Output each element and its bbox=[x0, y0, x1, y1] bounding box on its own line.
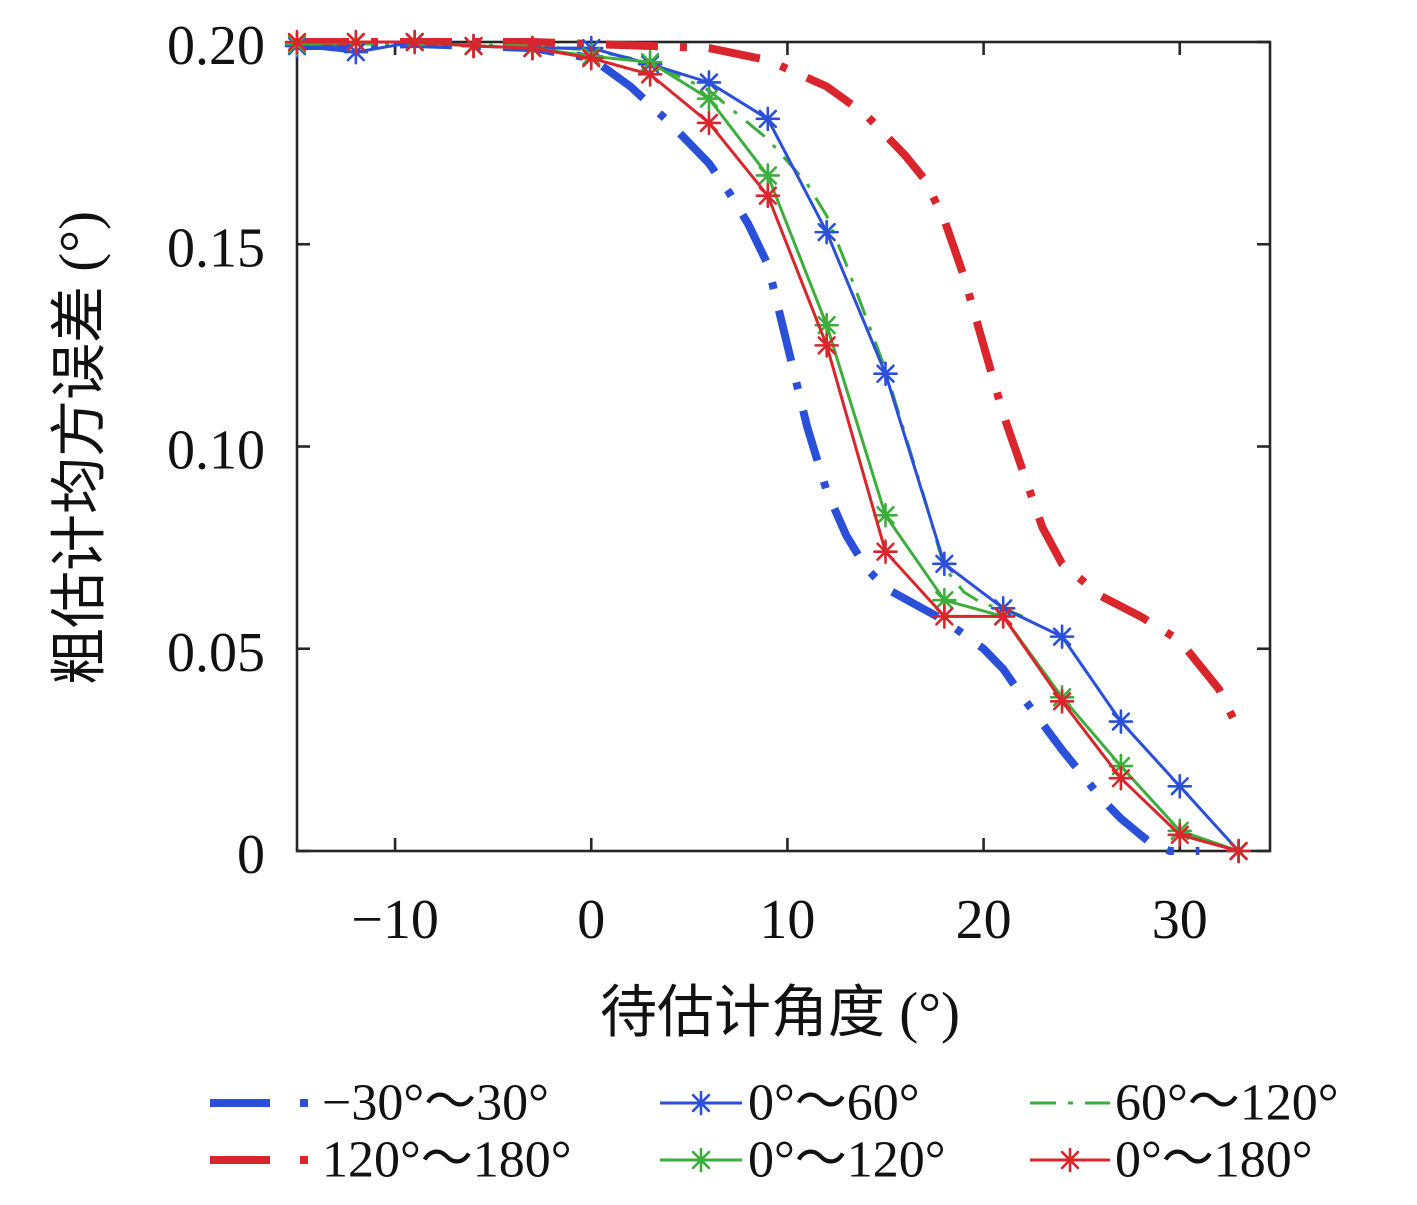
x-axis-label: 待估计角度 (°) bbox=[600, 982, 960, 1045]
series-0-to-180-marker bbox=[1226, 838, 1251, 864]
x-tick-label: 20 bbox=[956, 889, 1012, 951]
legend-label: 0°～180° bbox=[1115, 1132, 1313, 1189]
series-60-to-120-line bbox=[297, 42, 1024, 618]
legend-item-0-to-120: 0°～120° bbox=[660, 1132, 946, 1189]
plot-frame bbox=[295, 40, 1272, 853]
series-0-to-180-marker bbox=[578, 45, 604, 71]
axis-ticks: −10 0 10 20 30 0 0.05 0.10 0.15 0.20 bbox=[167, 15, 1270, 951]
plot-series bbox=[284, 29, 1251, 864]
x-tick-label: 0 bbox=[577, 889, 605, 951]
series-0-to-60-marker bbox=[1167, 773, 1193, 799]
y-axis-label: 粗估计均方误差 (°) bbox=[49, 211, 112, 685]
y-tick-label: 0.20 bbox=[167, 15, 265, 77]
series-60-to-120 bbox=[297, 42, 1024, 618]
x-tick-label: 30 bbox=[1152, 889, 1208, 951]
series-0-to-180-marker bbox=[284, 29, 310, 55]
series-0-to-180-marker bbox=[637, 62, 663, 87]
series-neg30-to-30-line bbox=[297, 40, 1200, 855]
series-0-to-180-marker bbox=[932, 604, 957, 629]
series-0-to-120-marker bbox=[755, 163, 781, 188]
series-0-to-60-marker bbox=[873, 361, 898, 386]
series-0-to-180-marker bbox=[814, 333, 839, 358]
legend-label: 120°～180° bbox=[322, 1132, 572, 1189]
series-0-to-180-marker bbox=[520, 35, 545, 61]
series-0-to-120-marker bbox=[696, 86, 722, 111]
legend-swatch-marker bbox=[1057, 1147, 1083, 1173]
series-0-to-180-marker bbox=[343, 29, 369, 55]
legend-label: 60°～120° bbox=[1115, 1075, 1339, 1132]
series-0-to-180-marker bbox=[755, 183, 781, 209]
series-0-to-120-marker bbox=[814, 312, 839, 338]
series-120-to-180 bbox=[297, 38, 1243, 732]
series-0-to-60-marker bbox=[932, 551, 957, 577]
x-tick-label: −10 bbox=[351, 889, 439, 951]
series-0-to-60-marker bbox=[1049, 624, 1075, 649]
legend-item-60-to-120: 60°～120° bbox=[1030, 1075, 1339, 1132]
y-tick-label: 0 bbox=[237, 824, 265, 886]
series-120-to-180-line bbox=[297, 38, 1243, 732]
legend-item-0-to-180: 0°～180° bbox=[1030, 1132, 1313, 1189]
y-tick-label: 0.10 bbox=[167, 420, 265, 482]
series-0-to-120-marker bbox=[873, 502, 898, 528]
series-0-to-180-marker bbox=[1167, 822, 1193, 848]
series-0-to-180-marker bbox=[873, 539, 898, 564]
series-0-to-180-marker bbox=[990, 604, 1016, 629]
legend-swatch-marker bbox=[688, 1147, 714, 1173]
series-0-to-60-marker bbox=[696, 70, 722, 95]
series-0-to-180-marker bbox=[1108, 765, 1134, 791]
series-0-to-180 bbox=[284, 29, 1251, 864]
series-0-to-180-marker bbox=[696, 110, 722, 136]
y-tick-label: 0.15 bbox=[167, 217, 265, 279]
series-0-to-180-marker bbox=[1049, 689, 1075, 714]
series-0-to-180-marker bbox=[461, 33, 486, 59]
legend-label: 0°～120° bbox=[748, 1132, 946, 1189]
series-0-to-120-marker bbox=[932, 587, 957, 613]
legend-label: −30°～30° bbox=[322, 1075, 549, 1132]
legend: −30°～30° 0°～60° 60°～120° 120°～180° 0°～120° 0°… bbox=[210, 1075, 1339, 1189]
series-0-to-60-marker bbox=[1108, 709, 1134, 734]
series-0-to-60-marker bbox=[755, 106, 781, 132]
series-0-to-180-marker bbox=[402, 29, 428, 55]
legend-swatch-marker bbox=[688, 1090, 714, 1116]
legend-label: 0°～60° bbox=[748, 1075, 920, 1132]
y-tick-label: 0.05 bbox=[167, 622, 265, 684]
legend-item-neg30-to-30: −30°～30° bbox=[210, 1075, 549, 1132]
series-neg30-to-30 bbox=[297, 40, 1200, 855]
legend-item-120-to-180: 120°～180° bbox=[210, 1132, 572, 1189]
x-tick-label: 10 bbox=[759, 889, 815, 951]
series-0-to-60-marker bbox=[814, 219, 839, 245]
legend-item-0-to-60: 0°～60° bbox=[660, 1075, 920, 1132]
